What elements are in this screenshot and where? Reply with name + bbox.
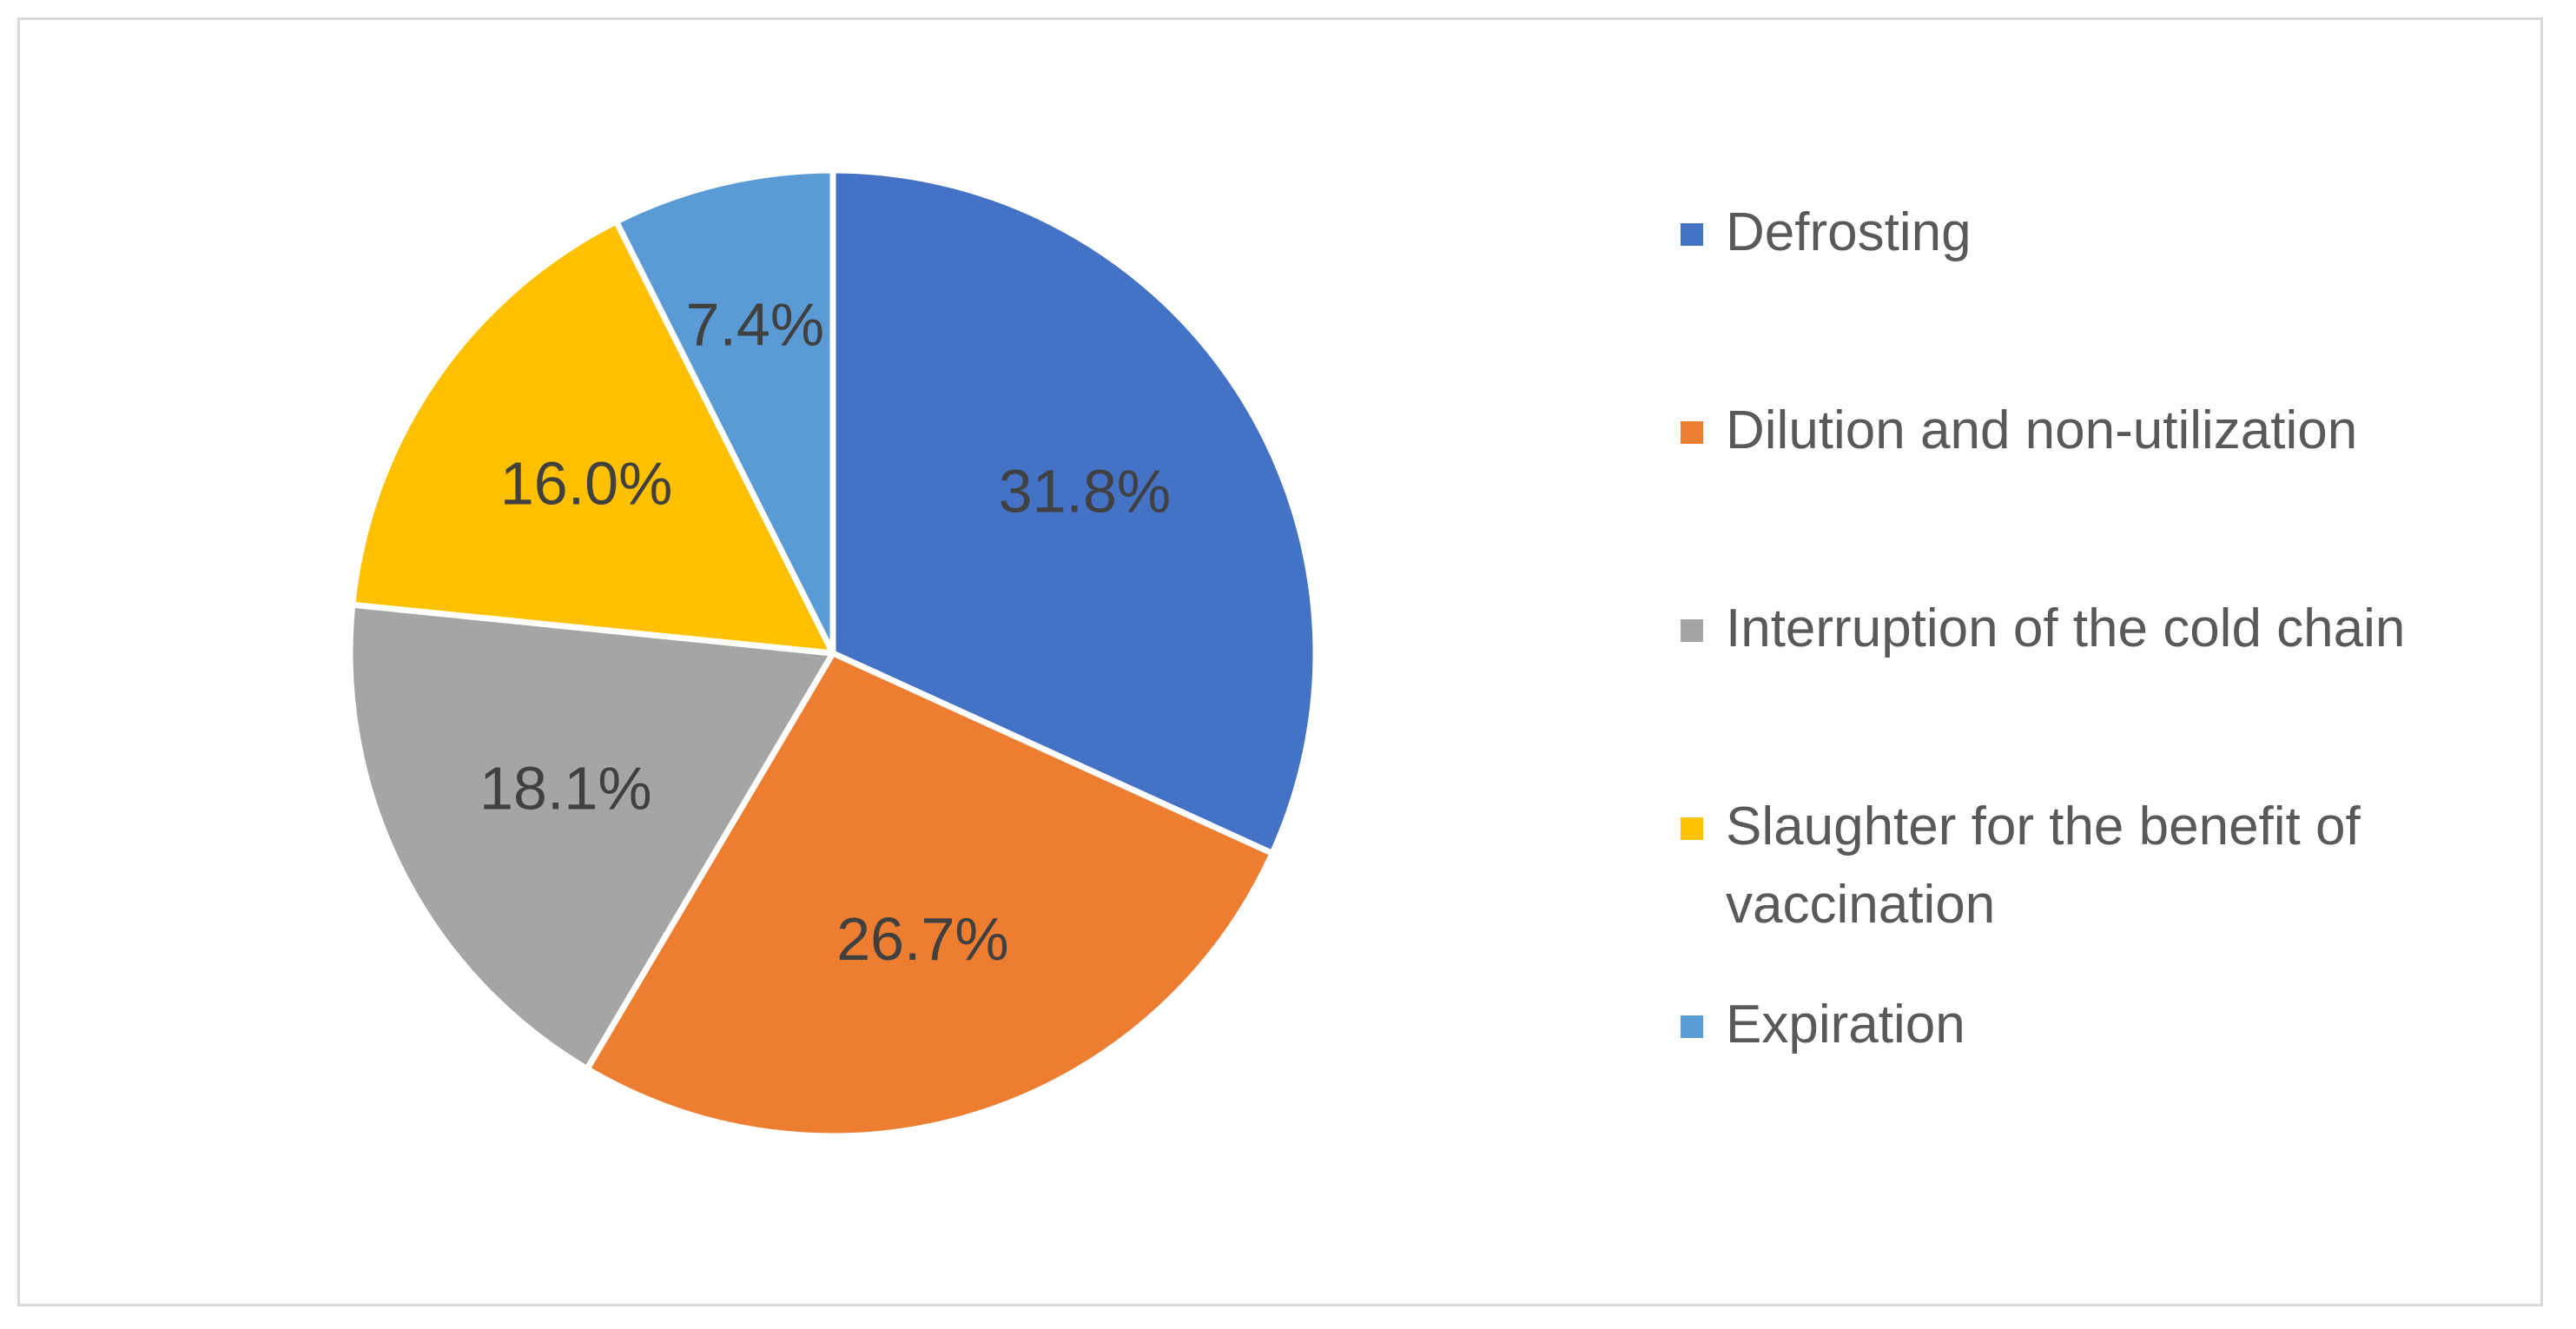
legend-label: Interruption of the cold chain: [1726, 598, 2406, 658]
data-label-defrosting: 31.8%: [999, 457, 1171, 525]
legend-item-defrosting: Defrosting: [1681, 194, 2480, 272]
legend-swatch: [1681, 619, 1703, 642]
legend-swatch: [1681, 817, 1703, 840]
legend-item-dilution: Dilution and non-utilization: [1681, 392, 2480, 470]
legend-item-cold-chain: Interruption of the cold chain: [1681, 590, 2480, 668]
pie-slice-dilution: [584, 650, 1276, 1140]
pie-slice-slaughter: [349, 218, 836, 657]
legend-label: Expiration: [1726, 995, 1965, 1055]
legend-swatch: [1681, 421, 1703, 444]
pie-slice-expiration: [613, 167, 836, 657]
pie-slice-defrosting: [829, 167, 1319, 856]
legend-swatch: [1681, 1015, 1703, 1038]
legend-swatch: [1681, 223, 1703, 246]
legend-label: Slaughter for the benefit of vaccination: [1726, 797, 2361, 935]
data-label-cold-chain: 18.1%: [479, 755, 651, 823]
legend-item-slaughter: Slaughter for the benefit of vaccination: [1681, 788, 2480, 944]
legend-label: Dilution and non-utilization: [1726, 400, 2358, 460]
legend-item-expiration: Expiration: [1681, 986, 2480, 1064]
chart-frame: 31.8% 26.7% 18.1% 16.0% 7.4% Defrosting Dilu…: [17, 17, 2543, 1306]
pie-chart: 31.8% 26.7% 18.1% 16.0% 7.4%: [347, 167, 1319, 1140]
pie-slice-cold-chain: [347, 601, 836, 1073]
data-label-dilution: 26.7%: [836, 905, 1008, 973]
data-label-expiration: 7.4%: [686, 290, 825, 358]
legend-label: Defrosting: [1726, 202, 1972, 262]
data-label-slaughter: 16.0%: [500, 449, 672, 517]
